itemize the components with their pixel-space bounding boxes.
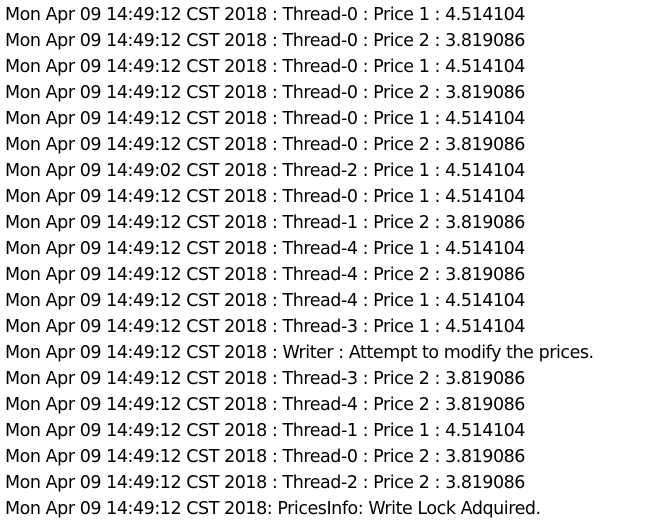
log-line: Mon Apr 09 14:49:12 CST 2018 : Thread-4 … bbox=[5, 265, 525, 285]
log-line-writer: Mon Apr 09 14:49:12 CST 2018 : Writer : … bbox=[5, 343, 594, 363]
log-line: Mon Apr 09 14:49:12 CST 2018 : Thread-4 … bbox=[5, 395, 525, 415]
log-line: Mon Apr 09 14:49:12 CST 2018 : Thread-0 … bbox=[5, 109, 525, 129]
log-line: Mon Apr 09 14:49:12 CST 2018 : Thread-0 … bbox=[5, 447, 525, 467]
log-line: Mon Apr 09 14:49:12 CST 2018 : Thread-1 … bbox=[5, 421, 525, 441]
log-line: Mon Apr 09 14:49:12 CST 2018 : Thread-0 … bbox=[5, 31, 525, 51]
log-line-lock: Mon Apr 09 14:49:12 CST 2018: PricesInfo… bbox=[5, 499, 541, 519]
log-line: Mon Apr 09 14:49:12 CST 2018 : Thread-3 … bbox=[5, 369, 525, 389]
log-line: Mon Apr 09 14:49:12 CST 2018 : Thread-3 … bbox=[5, 317, 525, 337]
console-output: Mon Apr 09 14:49:12 CST 2018 : Thread-0 … bbox=[5, 2, 656, 522]
log-line: Mon Apr 09 14:49:12 CST 2018 : Thread-0 … bbox=[5, 135, 525, 155]
log-line: Mon Apr 09 14:49:12 CST 2018 : Thread-0 … bbox=[5, 5, 525, 25]
log-line: Mon Apr 09 14:49:12 CST 2018 : Thread-4 … bbox=[5, 291, 525, 311]
log-line: Mon Apr 09 14:49:12 CST 2018 : Thread-0 … bbox=[5, 187, 525, 207]
log-line: Mon Apr 09 14:49:12 CST 2018 : Thread-2 … bbox=[5, 473, 525, 493]
log-line: Mon Apr 09 14:49:02 CST 2018 : Thread-2 … bbox=[5, 161, 525, 181]
log-line: Mon Apr 09 14:49:12 CST 2018 : Thread-4 … bbox=[5, 239, 525, 259]
log-line: Mon Apr 09 14:49:12 CST 2018 : Thread-0 … bbox=[5, 57, 525, 77]
log-line: Mon Apr 09 14:49:12 CST 2018 : Thread-0 … bbox=[5, 83, 525, 103]
log-line: Mon Apr 09 14:49:12 CST 2018 : Thread-1 … bbox=[5, 213, 525, 233]
